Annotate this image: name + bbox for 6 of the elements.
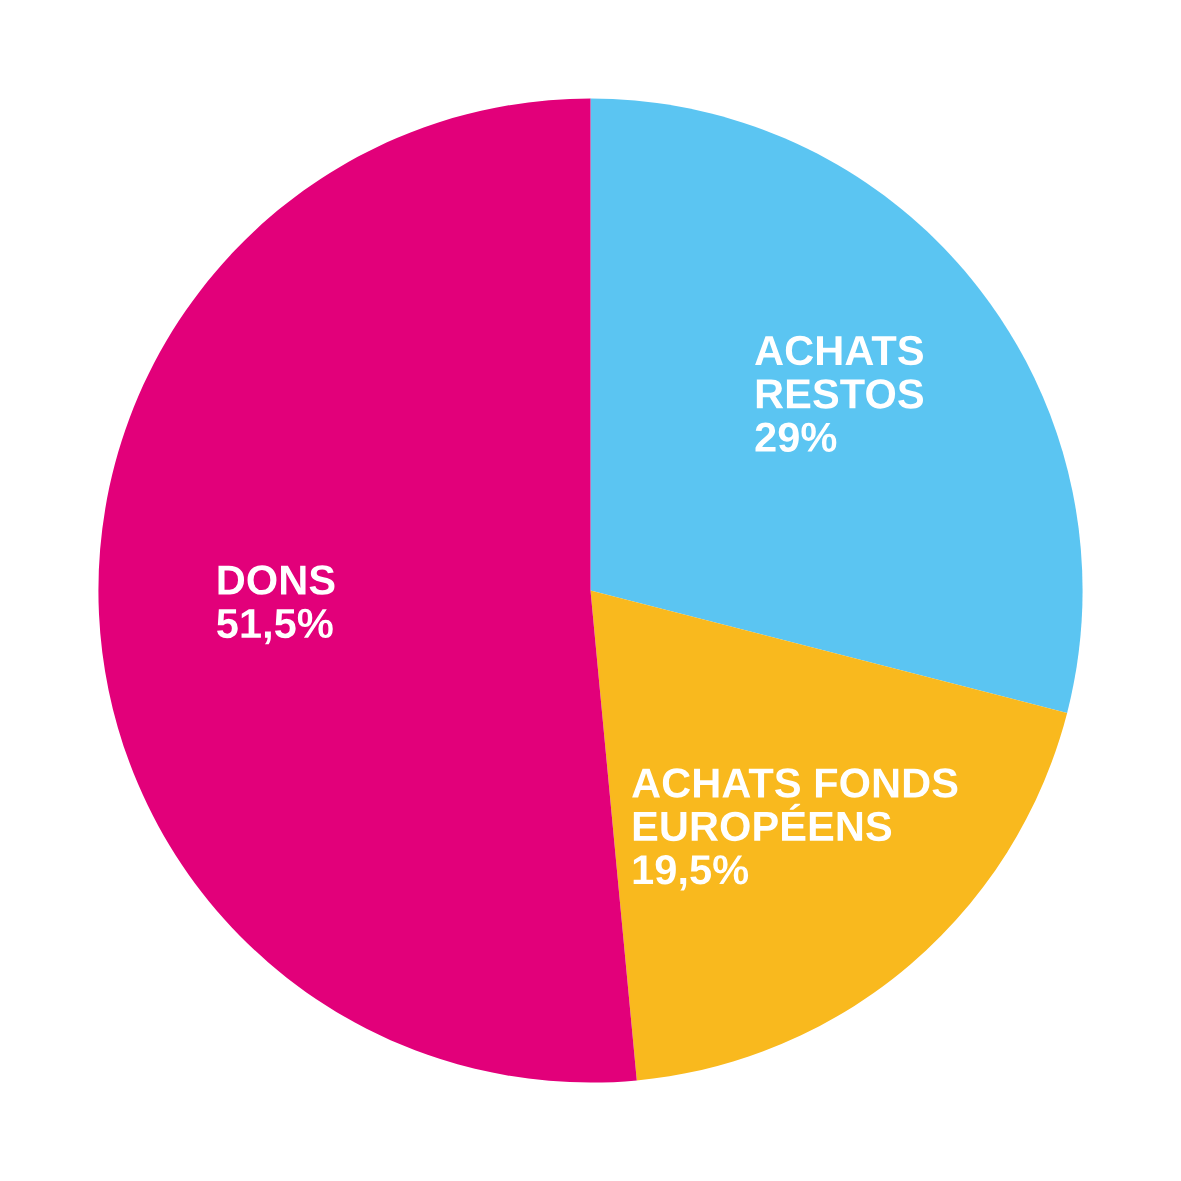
slice-label: DONS bbox=[218, 565, 335, 595]
data-label: 29% bbox=[755, 422, 837, 453]
data-label: 19,5% bbox=[633, 855, 749, 891]
data-label: 51,5% bbox=[217, 608, 333, 645]
slice-label: ACHATS RESTOS bbox=[755, 335, 924, 409]
slice-label: ACHATS FONDS EUROPÉENS bbox=[632, 768, 958, 842]
